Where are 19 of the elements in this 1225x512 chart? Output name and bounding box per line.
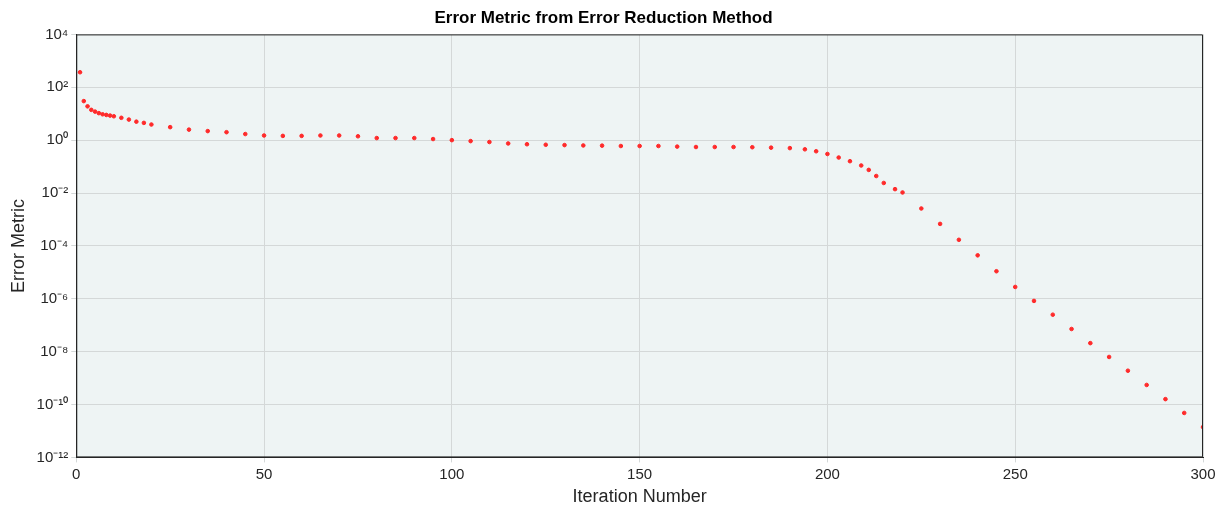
y-tick-label: 10² [46,77,69,95]
x-tick-label: 250 [1002,464,1028,482]
x-tick-label: 300 [1190,464,1216,482]
y-tick-label: 10⁻² [41,183,69,201]
x-tick-label: 150 [627,464,653,482]
y-tick-label: 10⁻¹⁰ [36,394,69,412]
x-axis-title: Iteration Number [572,486,707,507]
y-tick-label: 10⁰ [46,130,69,148]
y-tick-label: 10⁻⁸ [40,341,69,359]
x-tick-label: 50 [255,464,273,482]
y-axis-title: Error Metric [7,198,28,293]
y-tick-label: 10⁻⁶ [40,288,69,306]
y-tick-label: 10⁻⁴ [40,236,69,254]
chart-title: Error Metric from Error Reduction Method [434,7,773,27]
x-tick-label: 200 [814,464,840,482]
x-tick-label: 0 [72,464,81,482]
y-tick-label: 10⁴ [45,24,69,42]
x-tick-label: 100 [439,464,465,482]
y-tick-label: 10⁻¹² [36,447,69,465]
